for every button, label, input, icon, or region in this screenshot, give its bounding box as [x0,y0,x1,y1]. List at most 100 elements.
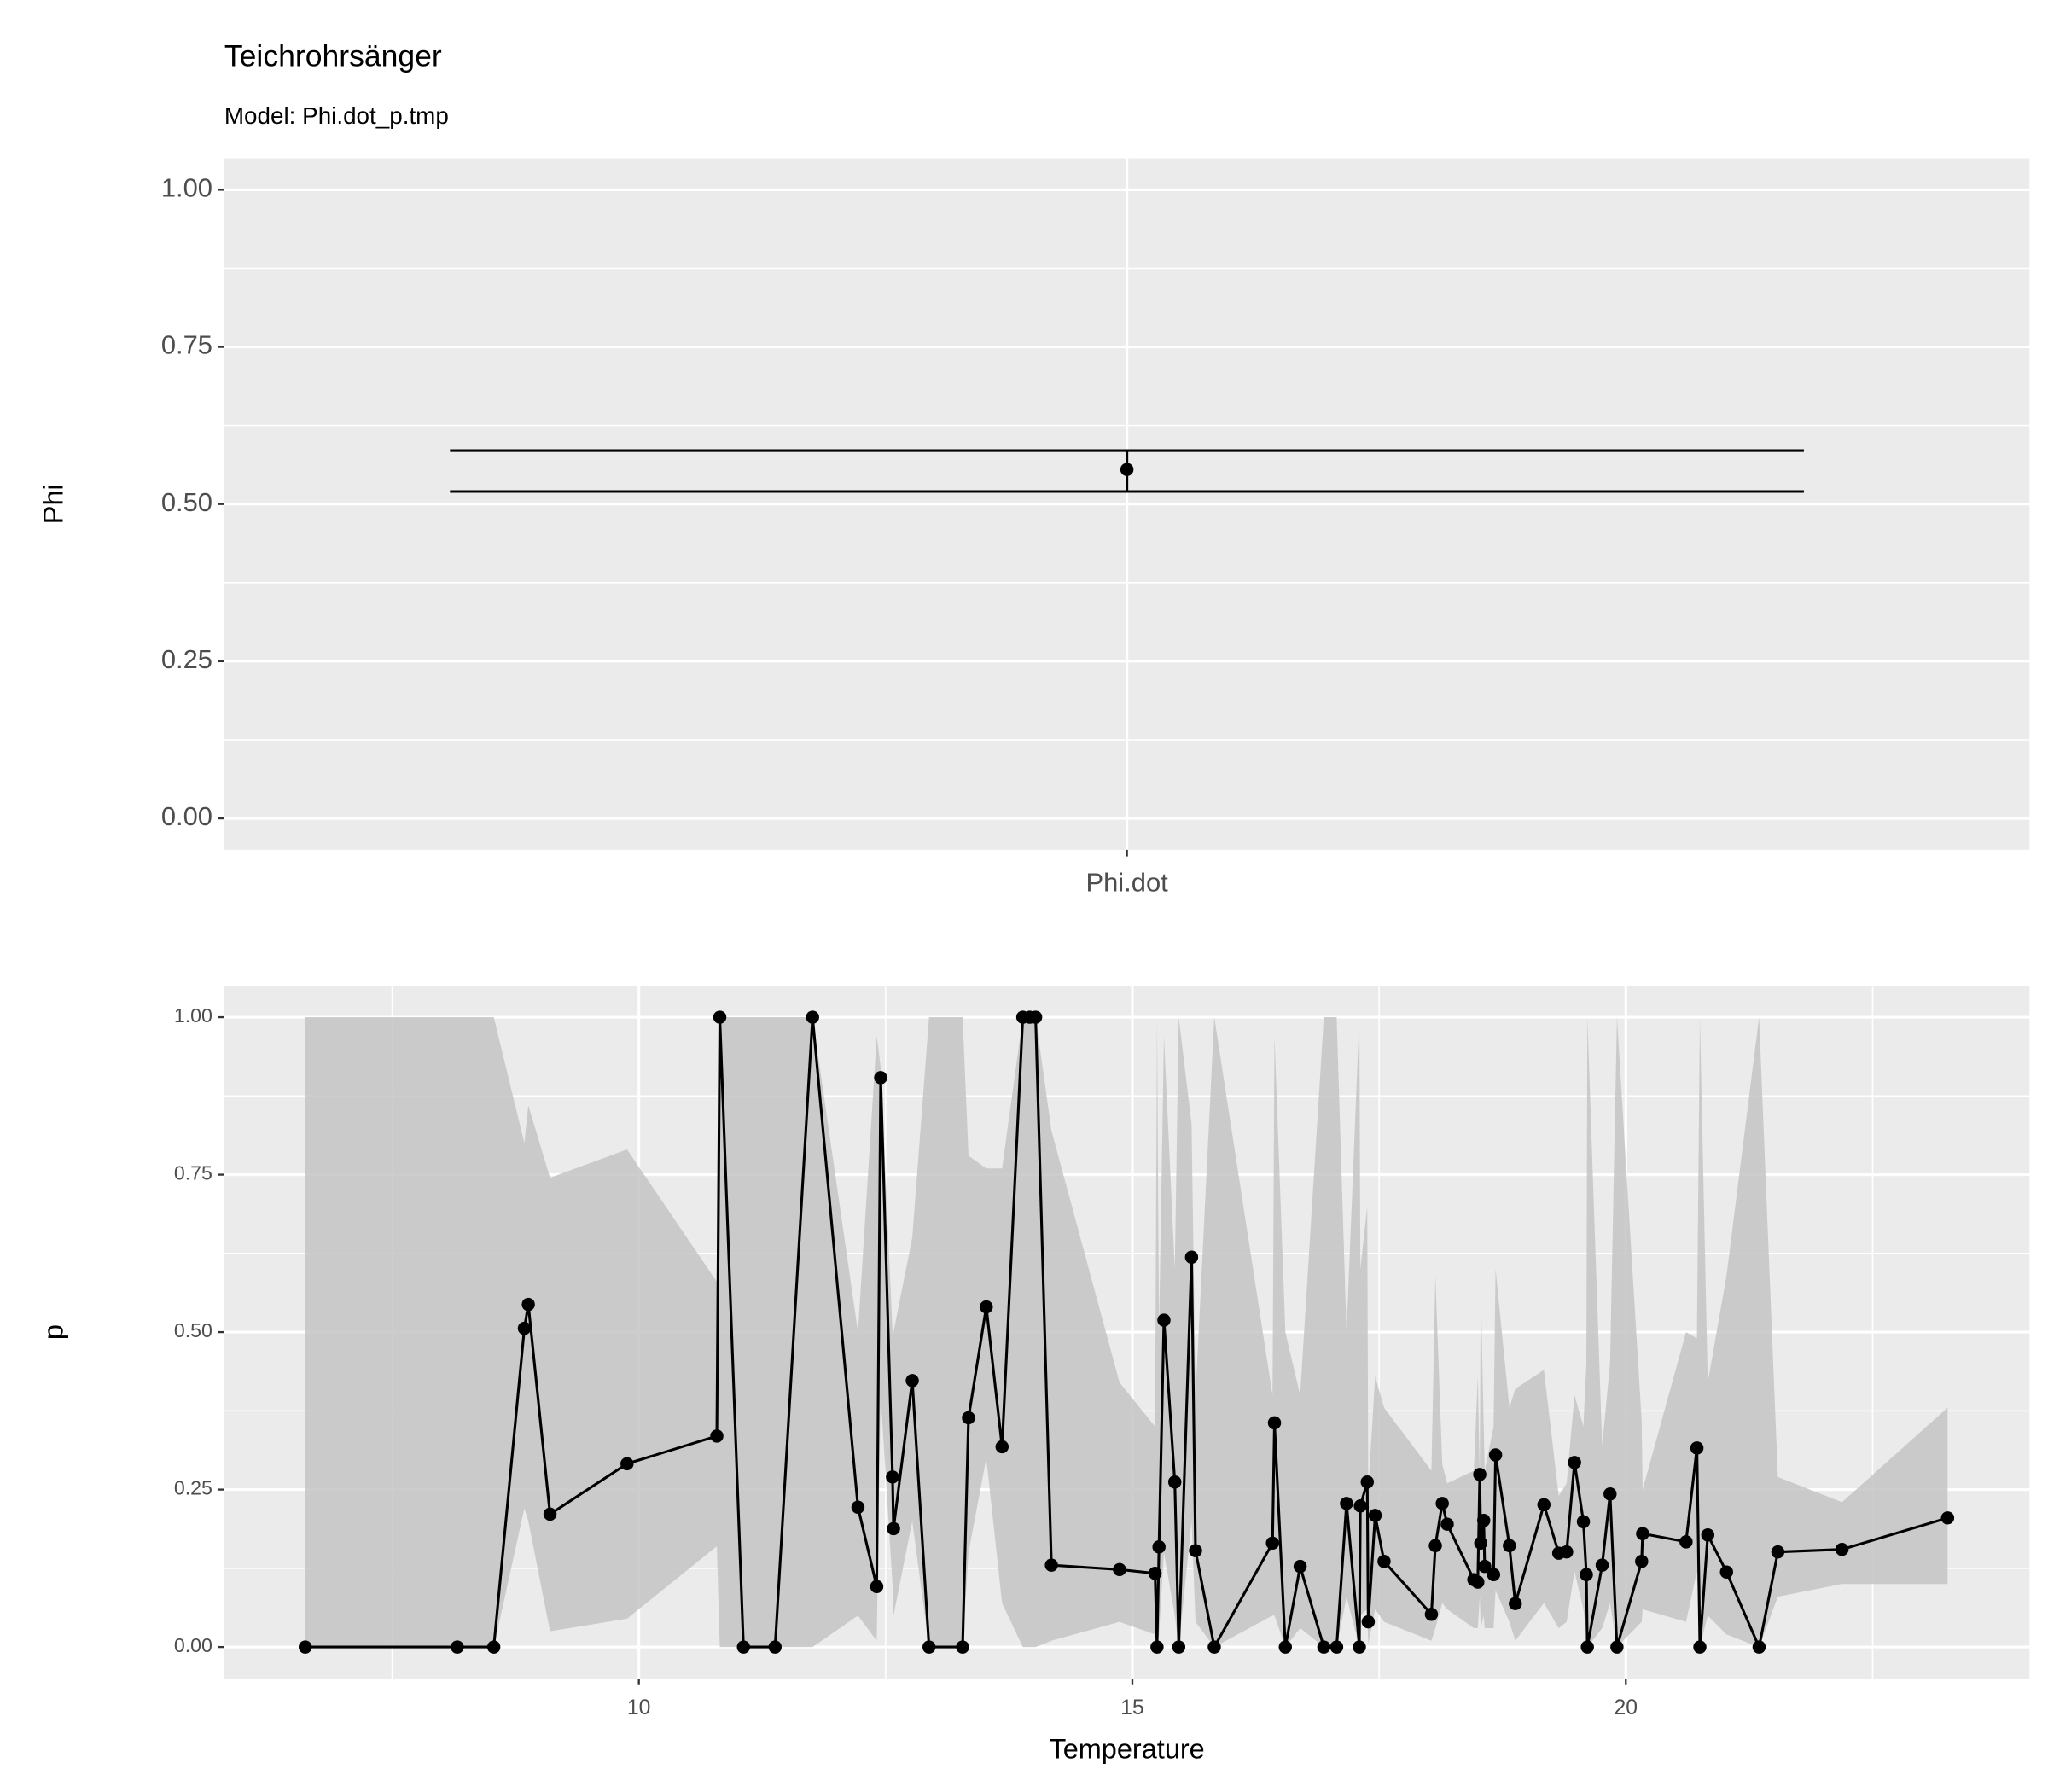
point [806,1010,819,1024]
point [713,1010,727,1024]
point [1503,1539,1516,1553]
point [710,1429,724,1443]
y-tick-label: 0.00 [174,1634,212,1656]
point [517,1321,532,1335]
point [1360,1475,1374,1489]
point [1537,1498,1551,1512]
point [1580,1568,1593,1581]
point [870,1580,884,1593]
y-tick-label: 0.50 [161,487,212,517]
point [1028,1010,1043,1024]
point [1610,1640,1624,1654]
point [620,1457,634,1471]
y-axis-title: Phi [38,484,69,524]
point [1477,1514,1491,1527]
point [1488,1448,1503,1462]
point [1690,1441,1704,1455]
point [1150,1640,1164,1654]
point [1353,1640,1366,1654]
point [887,1521,900,1536]
point [1172,1640,1186,1654]
y-tick-label: 0.75 [161,330,212,360]
y-axis-title: p [38,1324,69,1340]
x-tick-label: 10 [627,1696,651,1719]
point [1189,1544,1202,1557]
point [1835,1542,1849,1556]
chart-title: Teichrohrsänger [224,38,442,73]
point [298,1640,312,1654]
point [1265,1536,1279,1551]
point [874,1071,887,1085]
y-tick-label: 1.00 [161,173,212,203]
point [1440,1517,1454,1531]
x-tick-label: Phi.dot [1086,867,1169,897]
point [905,1374,919,1388]
point [1478,1559,1492,1574]
point [1719,1565,1733,1580]
point [1424,1607,1439,1621]
point [1509,1597,1522,1610]
y-tick-label: 0.50 [174,1319,212,1341]
point [768,1640,783,1654]
point [1474,1536,1487,1551]
y-tick-label: 0.25 [174,1477,212,1499]
point [1329,1640,1344,1654]
point [1428,1539,1442,1553]
point [851,1500,865,1514]
x-tick-label: 20 [1615,1696,1638,1719]
x-axis-title: Temperature [1049,1734,1204,1765]
confidence-ribbon [305,1017,1948,1648]
point [1120,463,1134,476]
point [1560,1545,1574,1559]
point [1293,1559,1307,1574]
point [736,1640,751,1654]
point [956,1640,969,1654]
point [451,1640,464,1654]
point [1679,1535,1693,1549]
point [1473,1468,1487,1481]
point [1635,1555,1649,1568]
y-tick-label: 0.25 [161,644,212,674]
point [1267,1416,1282,1430]
point [1701,1528,1715,1542]
point [1317,1640,1331,1654]
point [980,1300,993,1314]
point [995,1440,1009,1454]
point [1361,1615,1376,1629]
y-tick-label: 0.75 [174,1162,212,1184]
point [922,1640,936,1654]
point [1568,1456,1581,1469]
point [1353,1499,1367,1513]
point [1278,1640,1292,1654]
point [1580,1640,1594,1654]
point [1636,1527,1649,1540]
point [486,1640,501,1654]
y-tick-label: 1.00 [174,1004,212,1027]
point [1576,1515,1591,1528]
point [543,1507,557,1521]
point [1940,1511,1955,1525]
point [1340,1497,1353,1510]
point [1152,1540,1166,1554]
point [1603,1487,1617,1501]
chart-subtitle: Model: Phi.dot_p.tmp [224,102,449,129]
point [1368,1509,1382,1522]
point [521,1297,535,1312]
point [1771,1545,1785,1559]
point [1207,1640,1221,1654]
point [1377,1555,1391,1568]
point [1435,1497,1449,1510]
point [1113,1562,1126,1577]
point [1044,1558,1058,1572]
point [1471,1575,1485,1589]
point [1752,1640,1766,1654]
point [962,1411,975,1425]
x-tick-label: 15 [1120,1696,1144,1719]
point [1148,1567,1162,1580]
point [886,1470,899,1484]
point [1595,1558,1609,1572]
point [1157,1313,1171,1327]
point [1167,1475,1182,1489]
point [1693,1640,1707,1654]
